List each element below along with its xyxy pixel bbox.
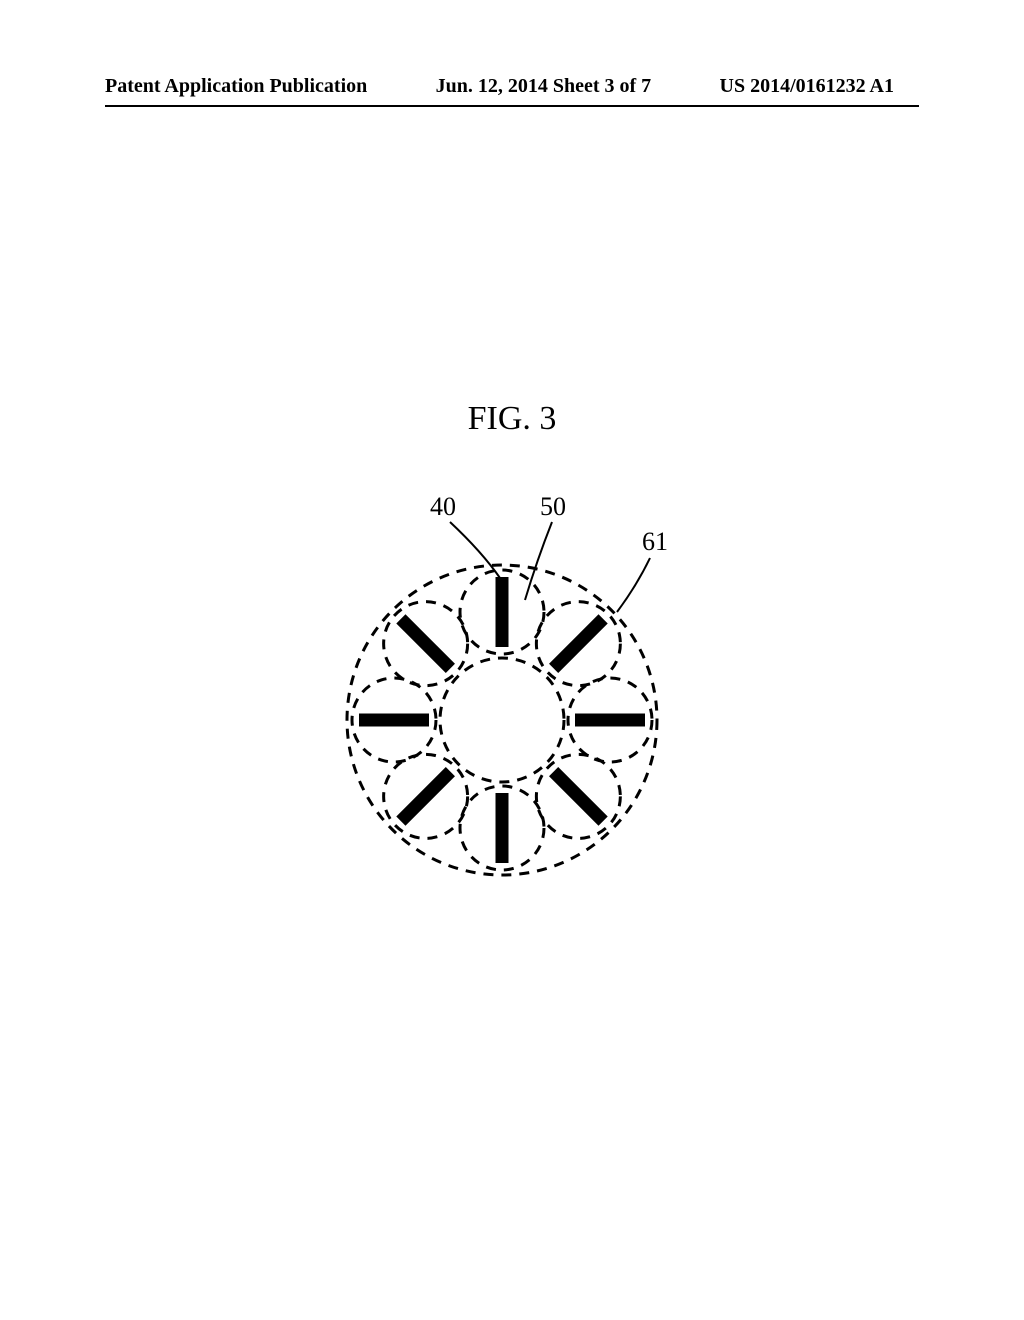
slot-bar — [396, 767, 455, 826]
inner-circle — [440, 658, 564, 782]
figure-diagram: 40 50 61 — [0, 480, 1024, 900]
ref-label: 61 — [642, 527, 668, 556]
slot-bar — [549, 614, 608, 673]
slot — [568, 678, 652, 762]
ref-label: 40 — [430, 492, 456, 521]
header-rule — [105, 105, 919, 107]
slot — [536, 602, 620, 686]
slot — [352, 678, 436, 762]
slot — [384, 754, 468, 838]
slot-bar — [496, 793, 509, 863]
page-header: Patent Application Publication Jun. 12, … — [0, 75, 1024, 98]
slot — [384, 602, 468, 686]
slot-bar — [359, 714, 429, 727]
leader-line — [617, 558, 650, 612]
header-right: US 2014/0161232 A1 — [720, 75, 894, 98]
header-line: Patent Application Publication Jun. 12, … — [0, 75, 1024, 98]
slot-bar — [575, 714, 645, 727]
leader-line — [525, 522, 552, 600]
ref-label: 50 — [540, 492, 566, 521]
figure-title: FIG. 3 — [0, 400, 1024, 438]
slot — [536, 754, 620, 838]
slot — [460, 786, 544, 870]
slot-bar — [496, 577, 509, 647]
figure-svg: 40 50 61 — [302, 480, 722, 900]
header-center: Jun. 12, 2014 Sheet 3 of 7 — [436, 75, 652, 98]
page: Patent Application Publication Jun. 12, … — [0, 0, 1024, 1320]
slot-bar — [396, 614, 455, 673]
header-left: Patent Application Publication — [105, 75, 367, 98]
slot-bar — [549, 767, 608, 826]
